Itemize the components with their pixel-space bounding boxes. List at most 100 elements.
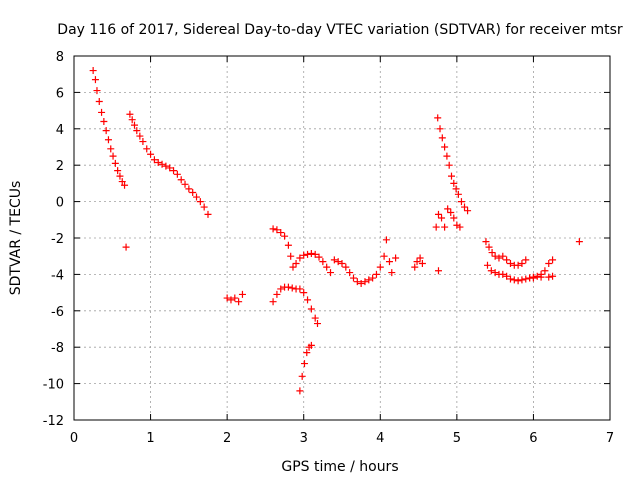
x-tick-label: 1 (146, 431, 154, 446)
data-point-pass-d (315, 253, 323, 261)
data-point-pass-b (181, 180, 189, 188)
data-point-pass-a (109, 152, 117, 160)
data-point-pass-a (111, 159, 119, 167)
data-point-pass-d (300, 251, 308, 259)
data-point-pass-k (510, 276, 518, 284)
data-point-pass-d (319, 258, 327, 266)
grid (74, 56, 610, 420)
data-point-pass-j (522, 256, 530, 264)
data-point-pass-a (98, 108, 106, 116)
data-point-pass-b (200, 203, 208, 211)
data-point-pass-h (434, 114, 442, 122)
data-point-pass-b (196, 198, 204, 206)
data-point-pass-d (372, 270, 380, 278)
y-tick-label: -8 (51, 341, 64, 356)
data-point-pass-a (95, 98, 103, 105)
data-point-pass-e (311, 314, 319, 322)
y-tick-label: -6 (51, 305, 64, 320)
data-point-pass-b (173, 170, 181, 178)
x-tick-label: 5 (453, 431, 461, 446)
data-point-pass-d (327, 269, 335, 277)
data-point-pass-i (453, 221, 461, 229)
data-point-pass-j (499, 252, 507, 260)
data-point-pass-e (296, 285, 304, 293)
data-point-pass-f (300, 360, 308, 368)
data-point-pass-a-outlier (122, 243, 130, 251)
data-point-pass-e (304, 296, 312, 304)
data-point-pass-b (166, 164, 174, 172)
data-point-pass-d (292, 259, 300, 267)
data-point-pass-e (284, 283, 292, 291)
data-point-pass-k (483, 261, 491, 269)
data-point-pass-h (450, 179, 458, 187)
data-point-pass-d (346, 269, 354, 277)
data-point-pass-d (342, 263, 350, 271)
data-point-pass-d (323, 263, 331, 271)
data-point-pass-i (444, 205, 452, 213)
data-point-pass-k (529, 273, 537, 281)
data-point-pass-a (104, 136, 112, 144)
data-point-pass-b (170, 167, 178, 175)
data-point-pass-i (432, 223, 440, 231)
data-point-pass-k (487, 267, 495, 275)
data-point-pass-a (100, 118, 108, 126)
data-point-pass-h (461, 203, 469, 211)
data-point-pass-b (147, 150, 155, 158)
data-point-pass-j (488, 249, 496, 257)
data-point-pass-d (338, 259, 346, 267)
data-point-pass-h (443, 152, 451, 160)
data-point-pass-d (281, 232, 289, 240)
data-point-pass-d (388, 269, 396, 277)
data-point-pass-h (464, 207, 472, 215)
data-point-pass-d (311, 250, 319, 258)
data-point-pass-k (518, 276, 526, 284)
data-point-pass-j (485, 243, 493, 251)
data-point-pass-g (411, 263, 419, 271)
data-point-pass-b (130, 121, 138, 129)
data-point-pass-i (456, 223, 464, 231)
data-point-pass-b (162, 162, 170, 170)
data-point-pass-c (227, 296, 235, 304)
data-point-pass-d (353, 278, 361, 286)
data-point-pass-h (457, 198, 465, 206)
data-point-pass-k (514, 277, 522, 285)
data-point-pass-f (307, 341, 315, 349)
data-point-pass-j (518, 259, 526, 267)
data-point-pass-c (235, 298, 243, 306)
data-point-pass-d (334, 258, 342, 266)
data-point-pass-k (522, 275, 530, 283)
data-point-pass-j (533, 272, 541, 280)
data-point-pass-a (107, 145, 115, 153)
data-point-pass-e (313, 320, 321, 328)
data-point-pass-b (126, 110, 134, 118)
data-point-pass-a (116, 172, 124, 180)
x-tick-label: 3 (300, 431, 308, 446)
data-point-pass-b (143, 145, 151, 153)
y-tick-label: 0 (56, 196, 64, 211)
x-tick-label: 4 (376, 431, 384, 446)
data-point-pass-i (450, 214, 458, 222)
data-point-pass-j (549, 256, 557, 264)
data-point-pass-i (434, 210, 442, 218)
data-point-pass-b (189, 189, 197, 196)
data-point-pass-e (273, 290, 281, 298)
data-point-pass-c (238, 290, 246, 298)
data-point-pass-d (365, 276, 373, 284)
data-point-pass-h (447, 172, 455, 180)
chart-title: Day 116 of 2017, Sidereal Day-to-day VTE… (57, 22, 623, 38)
data-point-pass-a (93, 87, 101, 95)
data-point-pass-b (133, 127, 141, 135)
data-point-pass-d (296, 254, 304, 262)
y-tick-label: 6 (56, 86, 64, 101)
data-point-pass-a (102, 127, 110, 135)
data-point-pass-j (545, 259, 553, 267)
data-point-pass-a (121, 181, 129, 189)
y-tick-label: 8 (56, 50, 64, 65)
data-point-pass-j (482, 238, 490, 246)
data-point-pass-g (413, 258, 421, 266)
data-point-pass-b (193, 193, 201, 201)
data-point-pass-d (284, 241, 292, 249)
data-point-pass-d (307, 249, 315, 257)
y-tick-label: -4 (51, 268, 64, 283)
data-point-pass-h (441, 143, 449, 151)
